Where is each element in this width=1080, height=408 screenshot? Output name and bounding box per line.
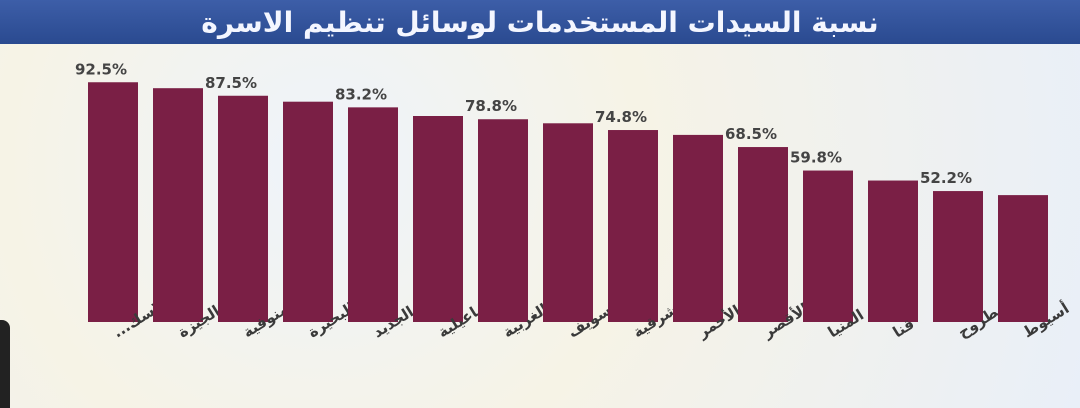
bar-0	[88, 82, 138, 322]
bar-9	[673, 134, 723, 322]
data-label: 59.8%	[790, 149, 842, 167]
data-label: 68.5%	[725, 125, 777, 143]
data-label: 92.5%	[75, 60, 127, 78]
bar-3	[283, 101, 333, 322]
bar-1	[153, 88, 203, 322]
photo-edge	[0, 320, 10, 408]
bar-6	[478, 119, 528, 323]
data-label: 78.8%	[465, 97, 517, 115]
bar-2	[218, 95, 268, 322]
bar-14	[998, 195, 1048, 322]
chart-title-bar: نسبة السيدات المستخدمات لوسائل تنظيم الا…	[0, 0, 1080, 44]
bar-11	[803, 170, 853, 322]
bar-8	[608, 130, 658, 322]
bar-4	[348, 107, 398, 322]
bar-12	[868, 180, 918, 322]
chart-title: نسبة السيدات المستخدمات لوسائل تنظيم الا…	[201, 5, 879, 39]
bar-13	[933, 191, 983, 322]
data-label: 74.8%	[595, 108, 647, 126]
data-label: 83.2%	[335, 85, 387, 103]
bar-5	[413, 116, 463, 322]
bar-10	[738, 147, 788, 322]
data-label: 87.5%	[205, 74, 257, 92]
bar-7	[543, 123, 593, 322]
data-label: 52.2%	[920, 169, 972, 187]
